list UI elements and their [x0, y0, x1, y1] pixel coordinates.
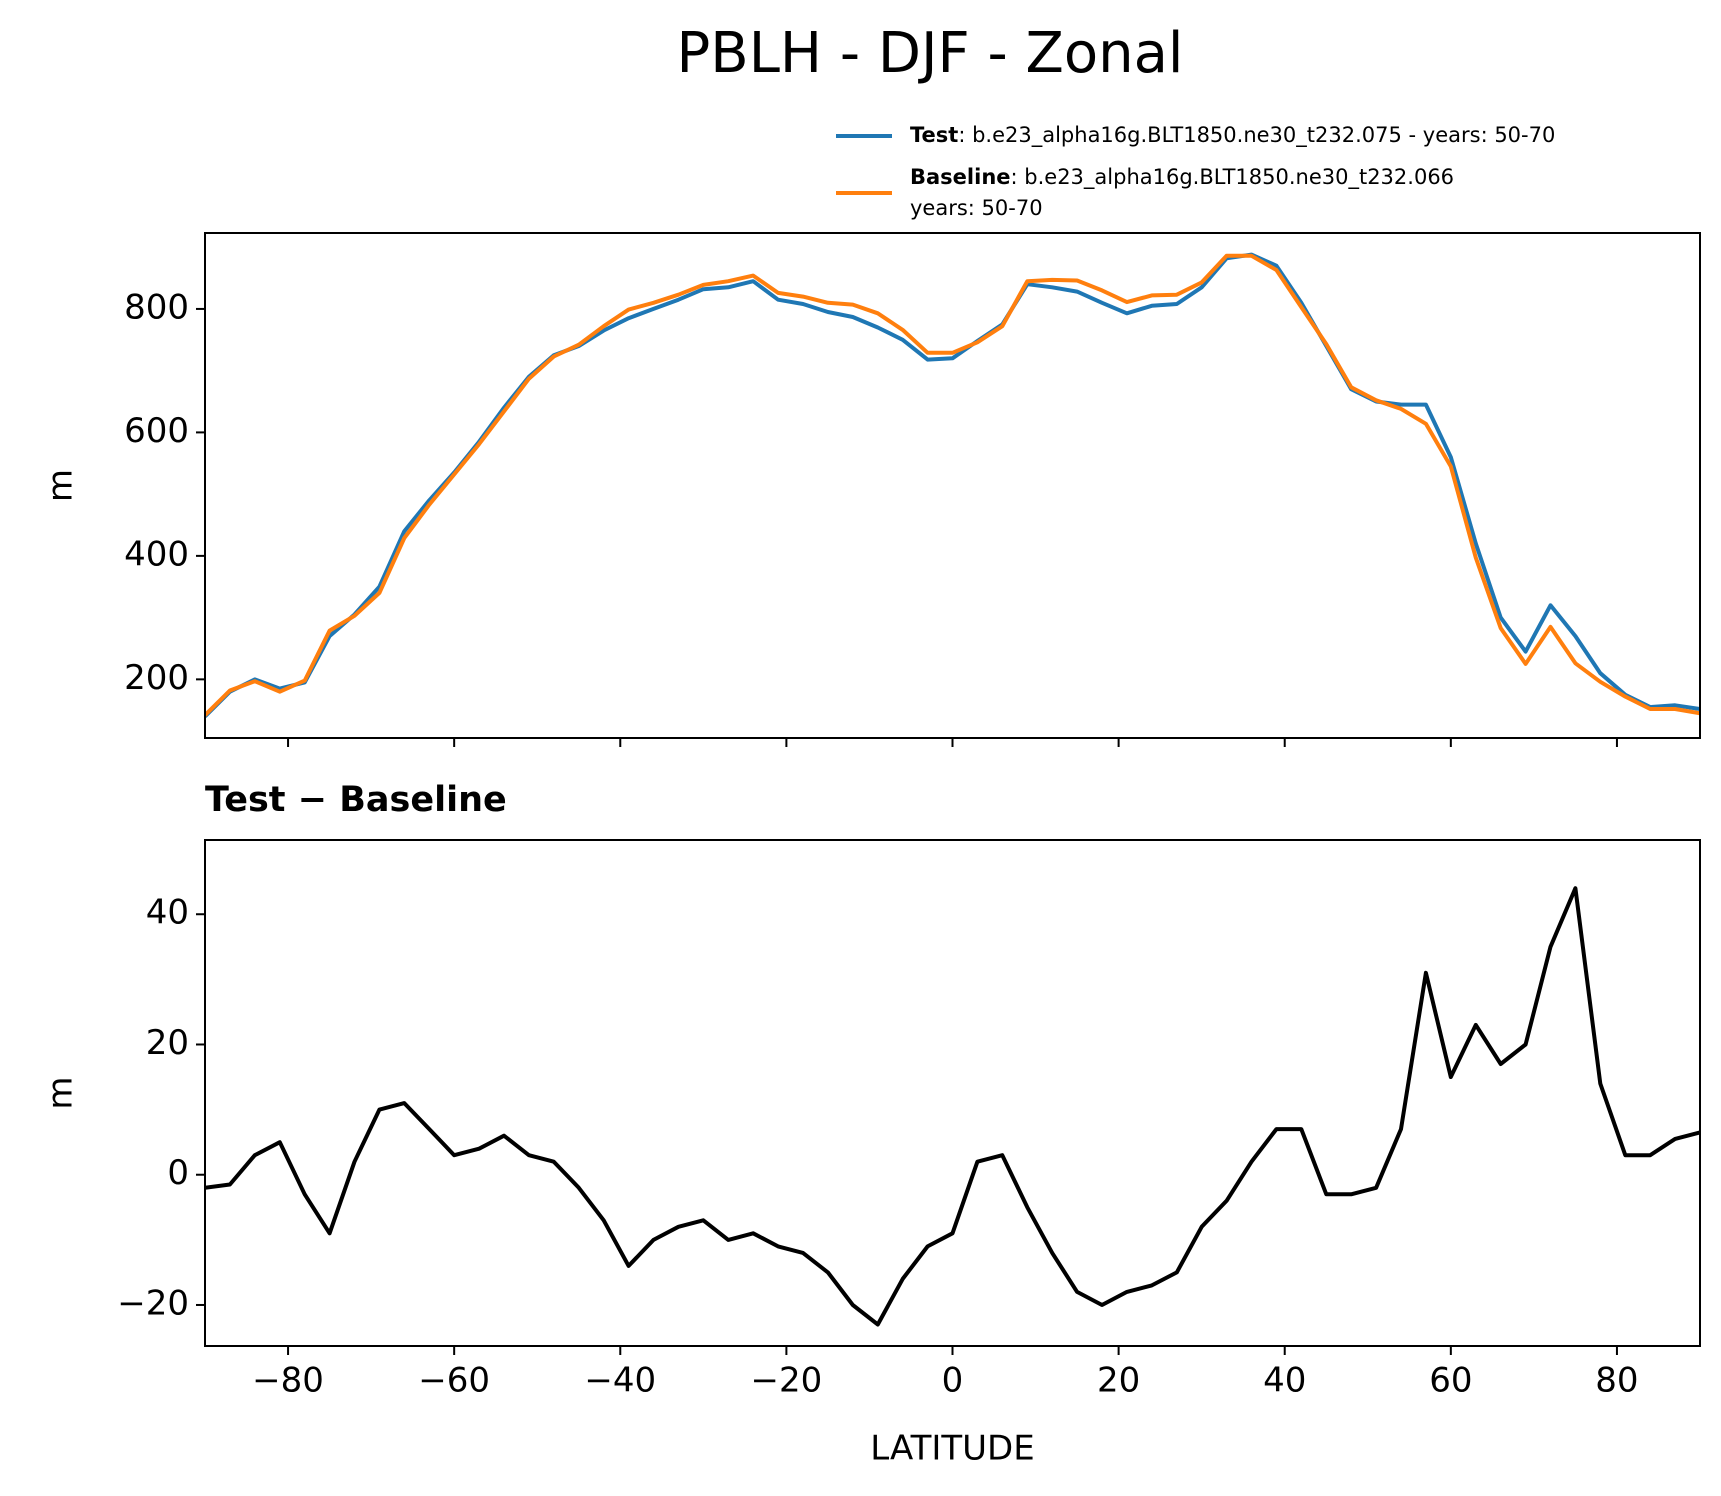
y-tick-label: 800: [124, 287, 189, 327]
y-tick-label: 400: [124, 534, 189, 574]
plot-frame: [204, 232, 1701, 739]
y-axis-label: m: [41, 1076, 81, 1109]
y-tick-label: 40: [146, 893, 189, 933]
plot-frame: [204, 839, 1701, 1347]
x-tick-label: 0: [942, 1361, 964, 1401]
y-tick-label: 20: [146, 1023, 189, 1063]
legend-text: : b.e23_alpha16g.BLT1850.ne30_t232.075 -…: [958, 123, 1555, 148]
legend-name: Test: [910, 123, 958, 147]
y-axis-label: m: [41, 469, 81, 502]
y-tick-label: −20: [117, 1283, 189, 1323]
x-tick-label: −20: [751, 1361, 823, 1401]
x-axis-label: LATITUDE: [870, 1429, 1034, 1469]
series-line: [205, 886, 1700, 1327]
x-tick-label: 20: [1097, 1361, 1140, 1401]
y-tick-label: 0: [167, 1153, 189, 1193]
subplot-title: Test − Baseline: [205, 780, 507, 820]
x-tick-label: −80: [252, 1361, 324, 1401]
legend-text: years: 50-70: [910, 196, 1043, 220]
y-tick-label: 200: [124, 658, 189, 698]
x-tick-label: 80: [1595, 1361, 1638, 1401]
x-tick-label: −60: [418, 1361, 490, 1401]
figure-title: PBLH - DJF - Zonal: [677, 21, 1184, 86]
x-tick-label: −40: [584, 1361, 656, 1401]
x-tick-label: 40: [1263, 1361, 1306, 1401]
x-tick-label: 60: [1429, 1361, 1472, 1401]
legend-label: Baseline: b.e23_alpha16g.BLT1850.ne30_t2…: [910, 165, 1454, 190]
y-tick-label: 600: [124, 411, 189, 451]
series-line: [205, 253, 1700, 717]
legend-text: : b.e23_alpha16g.BLT1850.ne30_t232.066: [1011, 165, 1455, 190]
legend-label: Test: b.e23_alpha16g.BLT1850.ne30_t232.0…: [910, 123, 1555, 148]
legend-name: Baseline: [910, 165, 1011, 189]
series-line: [205, 252, 1700, 718]
